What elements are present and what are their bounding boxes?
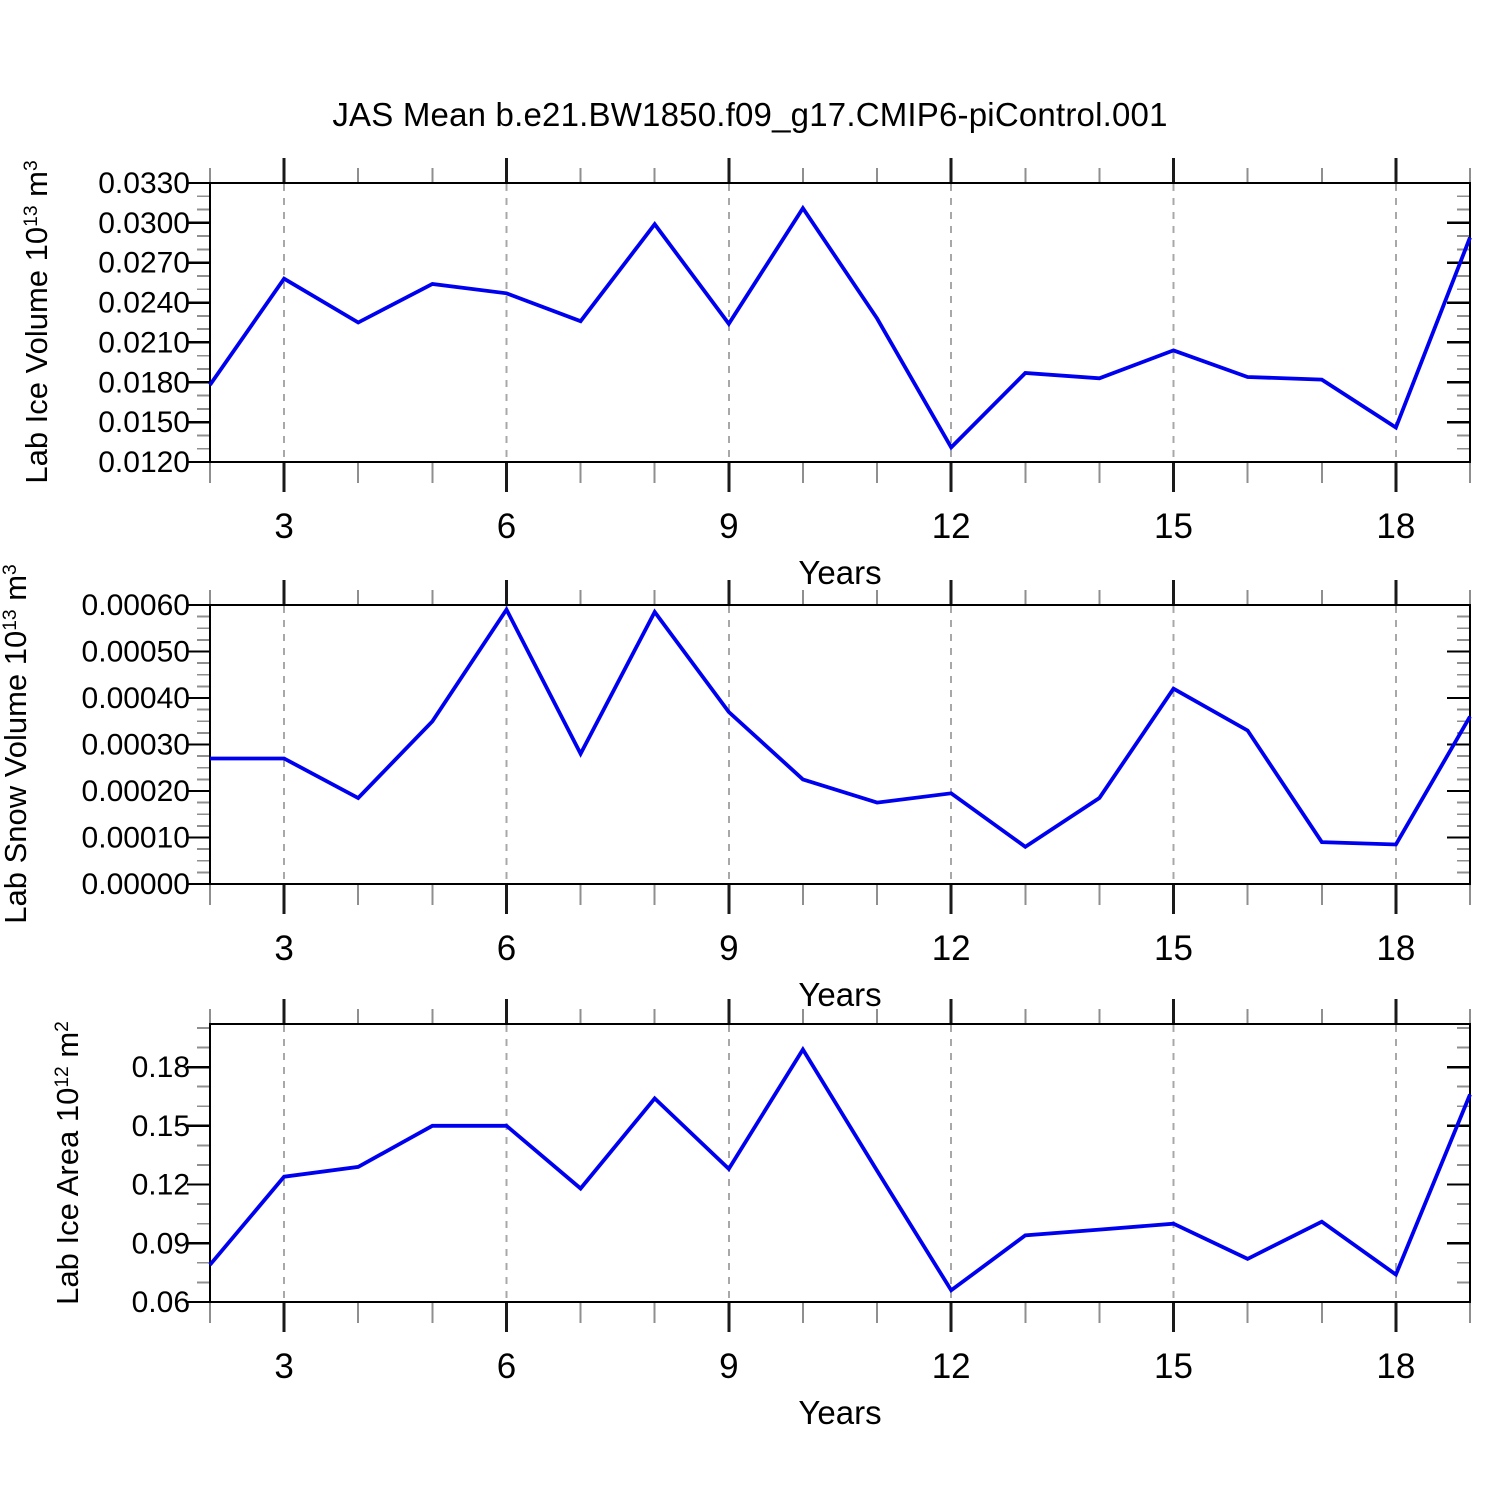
axis-tick-label: 12: [932, 929, 971, 968]
axis-tick-label: 9: [719, 929, 738, 968]
axis-tick-label: 6: [497, 1347, 516, 1386]
series-line-lab-snow-volume: [210, 605, 1472, 850]
axis-tick-label: 12: [932, 1347, 971, 1386]
axis-tick-label: 6: [497, 929, 516, 968]
axis-tick-label: 0.00040: [82, 682, 190, 715]
axis-tick-label: 18: [1376, 507, 1415, 546]
axis-tick-label: 0.0150: [98, 406, 190, 439]
axis-tick-label: 0.12: [132, 1169, 190, 1202]
axis-tick-label: 0.00020: [82, 775, 190, 808]
axis-tick-label: 0.0180: [98, 366, 190, 399]
axis-tick-label: 6: [497, 507, 516, 546]
axis-tick-label: 0.0210: [98, 326, 190, 359]
axis-tick-label: 18: [1376, 1347, 1415, 1386]
axis-tick-label: 15: [1154, 507, 1193, 546]
axis-tick-label: 9: [719, 1347, 738, 1386]
axis-tick-label: 3: [274, 507, 293, 546]
series-line-lab-ice-area: [208, 1045, 1472, 1294]
chart-title: JAS Mean b.e21.BW1850.f09_g17.CMIP6-piCo…: [332, 96, 1168, 133]
axis-tick-label: 12: [932, 507, 971, 546]
axis-tick-label: 0.00060: [82, 589, 190, 622]
axis-tick-label: 15: [1154, 1347, 1193, 1386]
axis-tick-label: 0.00030: [82, 729, 190, 762]
plot-frame-lab-ice-volume: [208, 181, 1472, 464]
axis-tick-label: 0.0240: [98, 287, 190, 320]
axis-tick-label: Years: [798, 554, 881, 591]
axis-tick-label: 3: [274, 929, 293, 968]
axis-tick-label: 0.0270: [98, 247, 190, 280]
axis-tick-label: 3: [274, 1347, 293, 1386]
axis-tick-label: 0.18: [132, 1051, 190, 1084]
series-line-lab-ice-volume: [208, 204, 1472, 451]
axis-tick-label: 0.0300: [98, 207, 190, 240]
axis-tick-label: Years: [798, 1394, 881, 1431]
axis-tick-label: 0.0330: [98, 167, 190, 200]
axis-tick-label: Years: [798, 976, 881, 1013]
axis-tick-label: 0.00000: [82, 868, 190, 901]
axis-tick-label: 18: [1376, 929, 1415, 968]
plot-frame-lab-ice-area: [208, 1022, 1472, 1304]
axis-tick-label: 0.15: [132, 1110, 190, 1143]
axis-tick-label: 0.00010: [82, 822, 190, 855]
axis-tick-label: 9: [719, 507, 738, 546]
axis-tick-label: 0.0120: [98, 446, 190, 479]
axis-tick-label: 15: [1154, 929, 1193, 968]
axis-tick-label: 0.06: [132, 1286, 190, 1319]
axis-tick-label: 0.00050: [82, 636, 190, 669]
plot-frame-lab-snow-volume: [208, 603, 1472, 886]
axis-tick-label: 0.09: [132, 1227, 190, 1260]
